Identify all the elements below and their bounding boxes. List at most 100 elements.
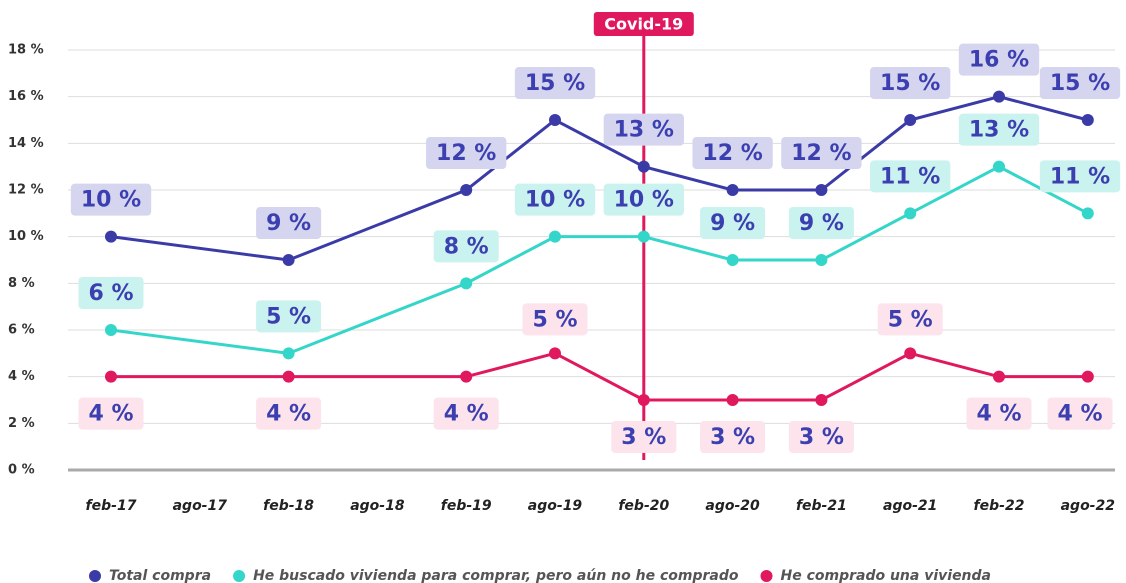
x-tick-label: feb-19 (441, 498, 492, 514)
value-label-box (70, 183, 152, 216)
value-label: 5 % (256, 300, 322, 333)
value-label-box (256, 300, 322, 333)
value-label-text: 3 % (710, 425, 755, 450)
value-label-box (611, 421, 677, 453)
data-point (105, 230, 117, 243)
data-point (105, 370, 117, 383)
x-tick-label: ago-21 (883, 498, 937, 514)
value-label-text: 3 % (621, 425, 666, 450)
y-tick-label: 2 % (8, 416, 35, 431)
data-point (904, 207, 917, 220)
x-tick-label: feb-20 (618, 498, 669, 514)
x-tick-label: ago-22 (1061, 498, 1115, 514)
value-label-box (522, 303, 588, 336)
value-label-text: 4 % (444, 402, 489, 427)
legend-marker (760, 570, 773, 582)
value-label: 9 % (700, 207, 766, 239)
value-label: 3 % (788, 421, 854, 453)
value-label-text: 15 % (525, 71, 585, 96)
data-point (460, 184, 473, 196)
x-tick-label: feb-18 (263, 498, 314, 514)
value-label-text: 5 % (888, 307, 933, 332)
data-point (637, 160, 650, 173)
value-label-box (870, 160, 951, 193)
value-label: 9 % (256, 207, 322, 239)
value-label-box (603, 113, 684, 146)
value-label-text: 4 % (976, 402, 1021, 427)
x-tick-label: feb-22 (974, 498, 1025, 514)
value-label-box (256, 207, 322, 239)
value-label: 11 % (1039, 160, 1121, 193)
value-label-box (877, 303, 943, 336)
data-point (993, 160, 1005, 173)
data-point (993, 90, 1005, 103)
series-line (110, 95, 1089, 262)
data-point (637, 230, 650, 243)
value-label-box (692, 137, 773, 169)
value-label-text: 11 % (1050, 164, 1110, 189)
x-tick-label: feb-17 (86, 498, 137, 514)
value-label-text: 15 % (880, 71, 940, 96)
series-line (110, 164, 1089, 355)
y-tick-label: 4 % (8, 369, 35, 384)
data-point (815, 184, 828, 196)
data-point (282, 347, 295, 360)
value-label-text: 10 % (81, 188, 141, 213)
data-point (460, 370, 473, 383)
value-label: 12 % (426, 137, 507, 169)
data-point (815, 254, 828, 266)
value-label-text: 13 % (614, 118, 674, 143)
value-label-text: 12 % (702, 141, 762, 166)
value-label: 4 % (1047, 397, 1113, 430)
value-label: 10 % (70, 183, 152, 216)
value-label-text: 9 % (710, 211, 755, 236)
value-label: 15 % (870, 67, 951, 99)
value-label: 15 % (1039, 67, 1121, 99)
value-label-box (788, 421, 854, 453)
value-label: 4 % (256, 397, 322, 430)
value-label: 12 % (781, 137, 862, 169)
value-label: 13 % (603, 113, 684, 146)
value-label: 6 % (78, 277, 144, 309)
data-point (726, 254, 739, 266)
y-tick-label: 8 % (8, 276, 35, 291)
x-tick-label: feb-21 (796, 498, 847, 514)
y-tick-label: 12 % (8, 183, 44, 198)
data-point (993, 370, 1005, 383)
value-label-text: 11 % (880, 164, 940, 189)
value-label-box (700, 421, 766, 453)
data-point (282, 254, 295, 266)
y-tick-label: 18 % (8, 43, 44, 58)
data-point (1081, 207, 1094, 220)
x-tick-label: ago-19 (528, 498, 583, 514)
value-label-box (78, 397, 144, 430)
annotation-box (593, 12, 694, 36)
value-label-box (426, 137, 507, 169)
data-point (549, 347, 561, 360)
value-label: 5 % (877, 303, 943, 336)
value-label-text: 6 % (88, 281, 133, 306)
value-label-text: 13 % (969, 118, 1029, 143)
value-label-box (870, 67, 951, 99)
value-label-box (788, 207, 854, 239)
data-point (1081, 370, 1094, 383)
y-tick-label: 0 % (8, 463, 35, 478)
value-label: 10 % (514, 183, 596, 216)
value-label-box (603, 183, 684, 216)
value-label-text: 8 % (444, 234, 489, 259)
value-label-box (514, 183, 596, 216)
value-label-box (514, 67, 596, 99)
data-point (637, 394, 650, 406)
data-point (1081, 114, 1094, 126)
value-label-text: 3 % (799, 425, 844, 450)
value-label: 11 % (870, 160, 951, 193)
value-label: 5 % (522, 303, 588, 336)
value-label-text: 4 % (88, 402, 133, 427)
value-label: 4 % (78, 397, 144, 430)
y-tick-label: 16 % (8, 89, 44, 104)
y-tick-label: 14 % (8, 136, 44, 151)
value-label-text: 4 % (1057, 402, 1102, 427)
value-label: 8 % (433, 230, 499, 263)
value-label-text: 12 % (436, 141, 496, 166)
